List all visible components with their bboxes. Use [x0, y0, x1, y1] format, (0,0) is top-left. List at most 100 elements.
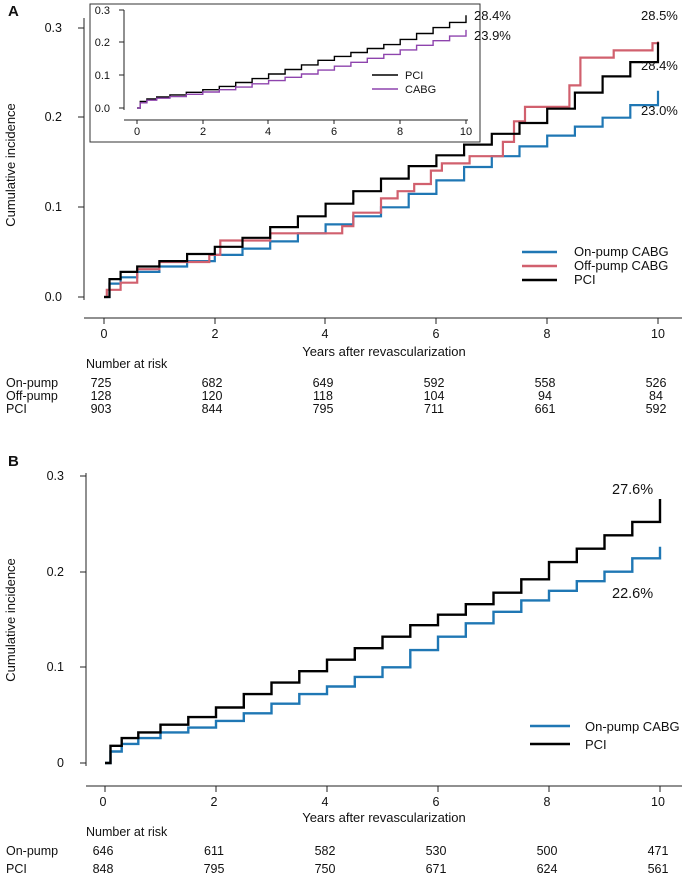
- risk-cell: 795: [204, 862, 225, 876]
- panel-b-ytick: 0: [57, 756, 64, 770]
- panel-a-xtick: 0: [101, 327, 108, 341]
- panel-a-xtick: 6: [433, 327, 440, 341]
- risk-table-header: Number at risk: [86, 357, 168, 371]
- inset-xtick: 4: [265, 126, 271, 138]
- panel-b-ylabel: Cumulative incidence: [3, 558, 18, 682]
- risk-row-label: Off-pump: [6, 389, 58, 403]
- inset-annotation: 23.9%: [474, 28, 511, 43]
- panel-a-xtick: 10: [651, 327, 665, 341]
- legend-label: Off-pump CABG: [574, 258, 668, 273]
- panel-a-series-pci-line: [104, 42, 660, 299]
- panel-b-series-pci-line: [105, 499, 662, 765]
- inset-series-cabg-line: [137, 29, 467, 109]
- panel-b-xtick: 2: [211, 795, 218, 809]
- risk-cell: 128: [91, 389, 112, 403]
- risk-table-header: Number at risk: [86, 825, 168, 839]
- risk-cell: 646: [93, 844, 114, 858]
- inset-xtick: 6: [331, 126, 337, 138]
- panel-b-xtick: 0: [100, 795, 107, 809]
- panel-a-inset: 0.0 0.1 0.2 0.3 0 2 4 6 8 10 28.4% 23.9%…: [89, 3, 511, 143]
- risk-cell: 903: [91, 402, 112, 416]
- panel-a-ytick: 0.1: [45, 200, 62, 214]
- inset-annotation: 28.4%: [474, 8, 511, 23]
- risk-cell: 750: [315, 862, 336, 876]
- risk-row-label: On-pump: [6, 376, 58, 390]
- inset-legend-label: PCI: [405, 70, 423, 82]
- panel-b-series-on-pump-line: [105, 546, 662, 765]
- panel-a-annotation: 28.4%: [641, 58, 678, 73]
- legend-label: PCI: [574, 272, 596, 287]
- panel-b-legend: On-pump CABG PCI: [530, 719, 680, 752]
- risk-cell: 848: [93, 862, 114, 876]
- panel-b-annotation: 22.6%: [612, 586, 653, 602]
- panel-a-xtick: 4: [322, 327, 329, 341]
- panel-a-label: A: [8, 3, 19, 20]
- inset-ytick: 0.0: [95, 103, 110, 115]
- risk-cell: 500: [537, 844, 558, 858]
- panel-a-xaxis: 0 2 4 6 8 10: [84, 317, 682, 341]
- risk-cell: 682: [202, 376, 223, 390]
- risk-cell: 671: [426, 862, 447, 876]
- risk-cell: 84: [649, 389, 663, 403]
- risk-cell: 530: [426, 844, 447, 858]
- risk-cell: 624: [537, 862, 558, 876]
- panel-b-xaxis: 0 2 4 6 8 10: [86, 785, 682, 809]
- risk-cell: 844: [202, 402, 223, 416]
- panel-a-xlabel: Years after revascularization: [302, 344, 466, 359]
- inset-xtick: 2: [200, 126, 206, 138]
- risk-cell: 94: [538, 389, 552, 403]
- risk-cell: 582: [315, 844, 336, 858]
- panel-a-annotation: 23.0%: [641, 103, 678, 118]
- panel-b-xtick: 6: [433, 795, 440, 809]
- risk-cell: 471: [648, 844, 669, 858]
- risk-cell: 592: [424, 376, 445, 390]
- panel-b: B Cumulative incidence Years after revas…: [3, 453, 682, 876]
- risk-cell: 795: [313, 402, 334, 416]
- risk-cell: 592: [646, 402, 667, 416]
- panel-a-ylabel: Cumulative incidence: [3, 103, 18, 227]
- inset-legend-label: CABG: [405, 84, 436, 96]
- panel-b-xtick: 4: [322, 795, 329, 809]
- legend-label: On-pump CABG: [574, 244, 669, 259]
- inset-xtick: 10: [460, 126, 472, 138]
- risk-cell: 118: [313, 389, 333, 403]
- inset-ytick: 0.1: [95, 70, 110, 82]
- panel-a-annotation: 28.5%: [641, 8, 678, 23]
- inset-xtick: 8: [397, 126, 403, 138]
- panel-a-risk-table: Number at risk On-pump Off-pump PCI 725 …: [6, 357, 666, 416]
- legend-label: PCI: [585, 737, 607, 752]
- risk-cell: 104: [424, 389, 445, 403]
- risk-cell: 526: [646, 376, 667, 390]
- panel-b-label: B: [8, 453, 19, 470]
- panel-b-xtick: 8: [544, 795, 551, 809]
- panel-b-yaxis: 0 0.1 0.2 0.3: [47, 469, 87, 770]
- risk-cell: 561: [648, 862, 669, 876]
- panel-b-ytick: 0.2: [47, 565, 64, 579]
- risk-row-label: On-pump: [6, 844, 58, 858]
- panel-a-xtick: 2: [212, 327, 219, 341]
- panel-a-ytick: 0.2: [45, 110, 62, 124]
- panel-b-xtick: 10: [651, 795, 665, 809]
- risk-cell: 711: [424, 402, 444, 416]
- risk-cell: 611: [204, 844, 224, 858]
- risk-row-label: PCI: [6, 862, 27, 876]
- panel-a-ytick: 0.0: [45, 290, 62, 304]
- panel-b-ytick: 0.3: [47, 469, 64, 483]
- risk-cell: 725: [91, 376, 112, 390]
- risk-cell: 120: [202, 389, 223, 403]
- panel-a-legend: On-pump CABG Off-pump CABG PCI: [522, 244, 669, 287]
- inset-ytick: 0.2: [95, 37, 110, 49]
- risk-row-label: PCI: [6, 402, 27, 416]
- panel-b-xlabel: Years after revascularization: [302, 810, 466, 825]
- panel-b-annotation: 27.6%: [612, 482, 653, 498]
- inset-ytick: 0.3: [95, 5, 110, 17]
- panel-a-ytick: 0.3: [45, 21, 62, 35]
- legend-label: On-pump CABG: [585, 719, 680, 734]
- panel-a: A Cumulative incidence Years after revas…: [3, 3, 682, 416]
- panel-b-ytick: 0.1: [47, 660, 64, 674]
- risk-cell: 558: [535, 376, 556, 390]
- panel-a-xtick: 8: [544, 327, 551, 341]
- risk-cell: 649: [313, 376, 334, 390]
- panel-b-risk-table: Number at risk On-pump PCI 646 611 582 5…: [6, 825, 668, 876]
